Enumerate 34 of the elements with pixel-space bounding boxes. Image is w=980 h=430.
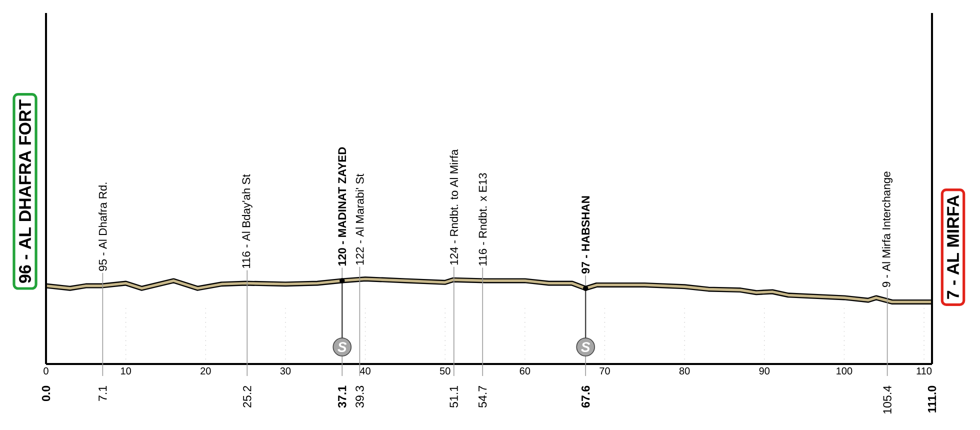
x-tick-label: 50 — [440, 367, 450, 374]
annotation: S — [338, 342, 347, 352]
text: 0.0 — [42, 386, 50, 402]
text: 54.7 — [478, 386, 487, 408]
x-tick-label: 70 — [600, 367, 610, 374]
x-tick-label: 100 — [836, 367, 852, 374]
annotation: 116 - Al Bday'ah St — [242, 174, 252, 268]
text: 39.3 — [356, 386, 364, 408]
annotation: 124 - Rndbt. to Al Mirfa — [450, 149, 458, 265]
text: 67.6 — [581, 386, 590, 408]
x-tick-label: 110 — [916, 367, 932, 374]
annotation: 97 - HABSHAN — [582, 196, 590, 274]
annotation: 122 - Al Marabi' St — [356, 174, 364, 265]
text: 25.2 — [243, 386, 252, 408]
x-tick-label: 10 — [121, 367, 131, 374]
annotation: 9 - Al Mirfa Interchange — [882, 172, 893, 288]
x-tick-label: 30 — [280, 367, 291, 374]
x-tick-label: 40 — [360, 367, 370, 374]
x-tick-label: 60 — [520, 367, 530, 374]
annotation: 7 - AL MIRFA — [947, 195, 959, 299]
annotation: S — [581, 342, 590, 352]
annotation: 95 - Al Dhafra Rd. — [98, 182, 107, 271]
text: 7.1 — [98, 386, 107, 401]
text: 111.0 — [928, 386, 936, 412]
x-tick-label: 0 — [44, 367, 48, 374]
text: 51.1 — [450, 386, 458, 408]
x-tick-label: 80 — [679, 367, 690, 374]
text: 37.1 — [338, 386, 346, 408]
annotation: 96 - AL DHAFRA FORT — [19, 100, 32, 283]
x-tick-label: 20 — [200, 367, 211, 374]
annotation: 116 - Rndbt. x E13 — [478, 173, 487, 266]
x-tick-label: 90 — [759, 367, 770, 374]
annotation: 120 - MADINAT ZAYED — [338, 147, 346, 266]
text: 105.4 — [883, 386, 892, 414]
